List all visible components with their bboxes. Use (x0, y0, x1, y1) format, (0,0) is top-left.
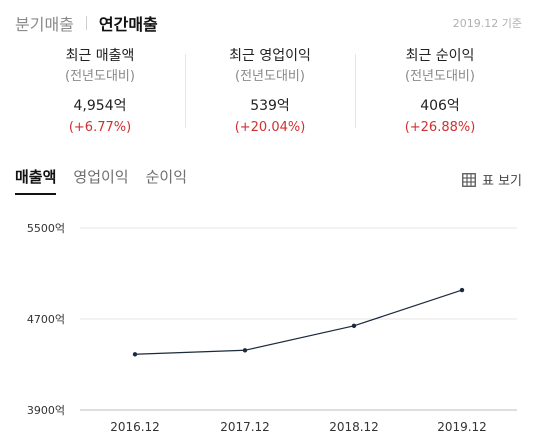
table-icon (462, 172, 476, 187)
x-tick-label: 2017.12 (220, 420, 270, 434)
tab-revenue[interactable]: 매출액 (15, 166, 57, 195)
summary-title: 최근 매출액 (65, 48, 135, 64)
as-of-date: 2019.12 기준 (452, 17, 522, 30)
y-tick-label: 5500억 (27, 222, 65, 235)
metric-tabs: 매출액 영업이익 순이익 (15, 166, 204, 195)
data-point[interactable] (459, 287, 465, 293)
data-point[interactable] (132, 352, 138, 357)
y-tick-label: 3900억 (27, 404, 65, 417)
y-tick-label: 4700억 (27, 313, 65, 326)
summary-title: 최근 영업이익 (229, 48, 311, 64)
x-tick-label: 2016.12 (110, 420, 160, 434)
summary-subtitle: (전년도대비) (405, 69, 475, 84)
summary-subtitle: (전년도대비) (65, 69, 135, 84)
data-point[interactable] (351, 323, 357, 329)
tab-divider (85, 16, 87, 30)
summary-panel: 최근 매출액 (전년도대비) 4,954억 (+6.77%) 최근 영업이익 (… (15, 46, 525, 140)
summary-subtitle: (전년도대비) (235, 69, 305, 84)
series-line (134, 289, 463, 355)
tab-operating-profit[interactable]: 영업이익 (73, 168, 129, 186)
summary-change: (+26.88%) (404, 120, 476, 135)
tab-net-income[interactable]: 순이익 (145, 168, 188, 186)
tab-quarterly-sales[interactable]: 분기매출 (15, 15, 74, 34)
summary-change: (+6.77%) (68, 120, 132, 135)
table-view-button[interactable]: 표 보기 (462, 170, 522, 189)
summary-revenue: 최근 매출액 (전년도대비) 4,954억 (+6.77%) (15, 46, 185, 140)
x-tick-label: 2018.12 (329, 420, 379, 434)
summary-title: 최근 순이익 (405, 48, 475, 64)
period-tabs: 분기매출 연간매출 (15, 10, 158, 36)
summary-value: 406억 (420, 98, 460, 114)
data-point[interactable] (242, 348, 248, 353)
x-tick-label: 2019.12 (437, 420, 487, 434)
tab-annual-sales[interactable]: 연간매출 (98, 15, 158, 34)
summary-net-income: 최근 순이익 (전년도대비) 406억 (+26.88%) (355, 46, 525, 140)
summary-operating-profit: 최근 영업이익 (전년도대비) 539억 (+20.04%) (185, 46, 355, 140)
summary-change: (+20.04%) (234, 120, 306, 135)
summary-value: 539억 (250, 98, 290, 114)
table-view-label: 표 보기 (481, 174, 522, 189)
revenue-line-chart: 5500억 4700억 3900억 2016.12 2017.12 2018.12 201… (27, 222, 517, 434)
summary-value: 4,954억 (73, 98, 127, 114)
